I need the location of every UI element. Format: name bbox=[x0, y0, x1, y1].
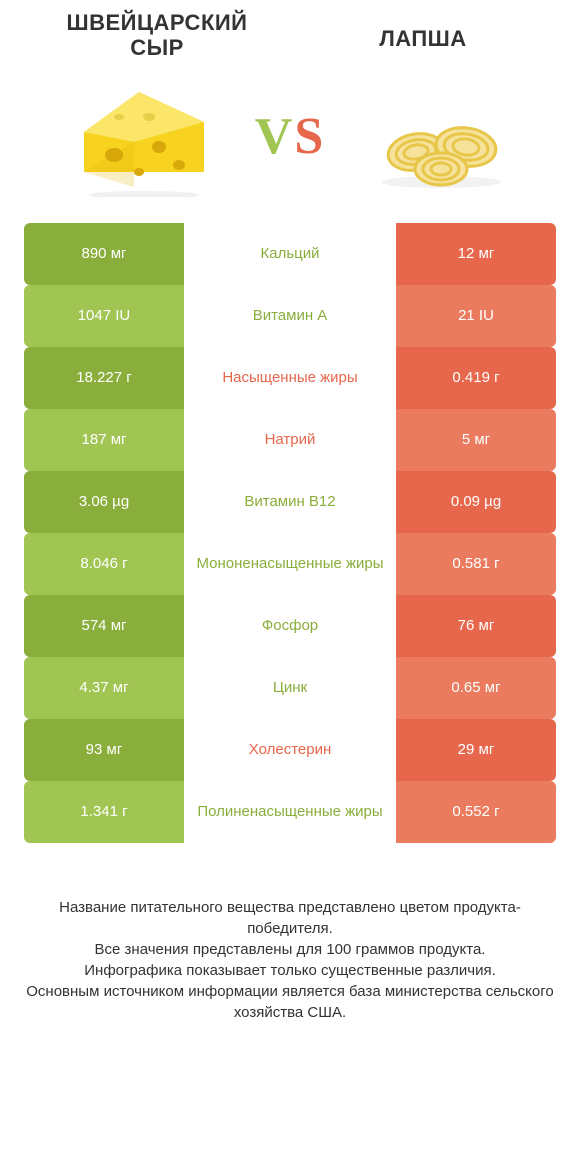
value-right: 12 мг bbox=[396, 223, 556, 285]
value-left: 1.341 г bbox=[24, 781, 184, 843]
header: ШВЕЙЦАРСКИЙ СЫР ЛАПША bbox=[24, 10, 556, 61]
nutrient-row: 8.046 гМононенасыщенные жиры0.581 г bbox=[24, 533, 556, 595]
value-left: 574 мг bbox=[24, 595, 184, 657]
nutrient-label: Холестерин bbox=[184, 719, 396, 781]
nutrient-label: Витамин B12 bbox=[184, 471, 396, 533]
title-left-line1: ШВЕЙЦАРСКИЙ bbox=[24, 10, 290, 35]
nutrient-label: Мононенасыщенные жиры bbox=[184, 533, 396, 595]
title-left-line2: СЫР bbox=[24, 35, 290, 60]
value-left: 890 мг bbox=[24, 223, 184, 285]
nutrient-row: 93 мгХолестерин29 мг bbox=[24, 719, 556, 781]
footer-line: Инфографика показывает только существенн… bbox=[24, 960, 556, 981]
cheese-image bbox=[24, 77, 255, 197]
nutrient-row: 4.37 мгЦинк0.65 мг bbox=[24, 657, 556, 719]
value-left: 187 мг bbox=[24, 409, 184, 471]
cheese-icon bbox=[64, 77, 214, 197]
value-right: 21 IU bbox=[396, 285, 556, 347]
product-images-row: VS bbox=[24, 77, 556, 197]
footer-line: Название питательного вещества представл… bbox=[24, 897, 556, 939]
nutrient-row: 574 мгФосфор76 мг bbox=[24, 595, 556, 657]
footer-line: Основным источником информации является … bbox=[24, 981, 556, 1023]
value-right: 0.581 г bbox=[396, 533, 556, 595]
title-left: ШВЕЙЦАРСКИЙ СЫР bbox=[24, 10, 290, 61]
value-right: 0.552 г bbox=[396, 781, 556, 843]
footer-notes: Название питательного вещества представл… bbox=[24, 897, 556, 1023]
nutrient-row: 1047 IUВитамин A21 IU bbox=[24, 285, 556, 347]
footer-line: Все значения представлены для 100 граммо… bbox=[24, 939, 556, 960]
nutrient-label: Натрий bbox=[184, 409, 396, 471]
value-right: 0.65 мг bbox=[396, 657, 556, 719]
value-left: 93 мг bbox=[24, 719, 184, 781]
value-left: 18.227 г bbox=[24, 347, 184, 409]
nutrient-row: 3.06 µgВитамин B120.09 µg bbox=[24, 471, 556, 533]
nutrient-label: Цинк bbox=[184, 657, 396, 719]
value-left: 1047 IU bbox=[24, 285, 184, 347]
nutrient-row: 890 мгКальций12 мг bbox=[24, 223, 556, 285]
value-right: 0.419 г bbox=[396, 347, 556, 409]
value-left: 4.37 мг bbox=[24, 657, 184, 719]
nutrient-row: 187 мгНатрий5 мг bbox=[24, 409, 556, 471]
value-left: 8.046 г bbox=[24, 533, 184, 595]
nutrient-table: 890 мгКальций12 мг1047 IUВитамин A21 IU1… bbox=[24, 223, 556, 843]
vs-v: V bbox=[255, 108, 295, 165]
nutrient-label: Витамин A bbox=[184, 285, 396, 347]
nutrient-row: 18.227 гНасыщенные жиры0.419 г bbox=[24, 347, 556, 409]
title-right: ЛАПША bbox=[290, 10, 556, 51]
infographic-root: ШВЕЙЦАРСКИЙ СЫР ЛАПША VS bbox=[0, 0, 580, 1053]
value-left: 3.06 µg bbox=[24, 471, 184, 533]
vs-label: VS bbox=[255, 107, 325, 166]
nutrient-label: Фосфор bbox=[184, 595, 396, 657]
value-right: 5 мг bbox=[396, 409, 556, 471]
nutrient-label: Полиненасыщенные жиры bbox=[184, 781, 396, 843]
nutrient-label: Кальций bbox=[184, 223, 396, 285]
nutrient-row: 1.341 гПолиненасыщенные жиры0.552 г bbox=[24, 781, 556, 843]
value-right: 76 мг bbox=[396, 595, 556, 657]
noodle-icon bbox=[366, 77, 516, 197]
value-right: 0.09 µg bbox=[396, 471, 556, 533]
value-right: 29 мг bbox=[396, 719, 556, 781]
nutrient-label: Насыщенные жиры bbox=[184, 347, 396, 409]
vs-s: S bbox=[294, 108, 325, 165]
noodle-image bbox=[325, 77, 556, 197]
